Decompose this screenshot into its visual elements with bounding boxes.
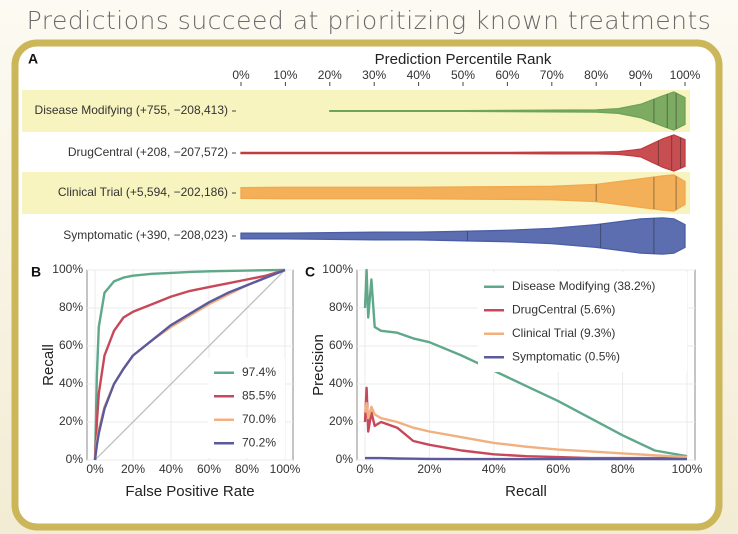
x-tick-label: 80% bbox=[584, 68, 608, 82]
curve bbox=[363, 401, 688, 459]
x-tick-label: 100% bbox=[672, 462, 703, 476]
x-tick-label: 0% bbox=[232, 68, 250, 82]
x-tick-label: 60% bbox=[495, 68, 519, 82]
y-tick-label: 20% bbox=[329, 414, 353, 428]
axis-title: Prediction Percentile Rank bbox=[375, 51, 552, 68]
x-axis-title: False Positive Rate bbox=[125, 483, 254, 500]
x-tick-label: 100% bbox=[270, 462, 301, 476]
legend-label: 70.0% bbox=[242, 412, 276, 426]
y-tick-label: 20% bbox=[59, 414, 83, 428]
curve bbox=[365, 456, 687, 461]
legend-label: DrugCentral (5.6%) bbox=[512, 302, 615, 316]
panel-letter: C bbox=[305, 264, 315, 280]
legend-label: 70.2% bbox=[242, 435, 276, 449]
x-tick-label: 100% bbox=[670, 68, 701, 82]
y-tick-label: 60% bbox=[329, 338, 353, 352]
x-tick-label: 40% bbox=[482, 462, 506, 476]
x-tick-label: 30% bbox=[362, 68, 386, 82]
legend-box bbox=[208, 358, 285, 458]
y-axis-title: Recall bbox=[40, 344, 57, 386]
y-tick-label: 40% bbox=[59, 376, 83, 390]
y-axis-title: Precision bbox=[310, 334, 327, 396]
violin bbox=[240, 174, 686, 212]
y-tick-label: 0% bbox=[336, 452, 354, 466]
violin bbox=[329, 91, 686, 131]
legend-label: Disease Modifying (38.2%) bbox=[512, 279, 655, 293]
legend-box bbox=[478, 272, 687, 372]
curve bbox=[93, 268, 286, 461]
violin bbox=[240, 217, 686, 255]
x-tick-label: 60% bbox=[197, 462, 221, 476]
y-tick-label: 40% bbox=[329, 376, 353, 390]
legend-label: Symptomatic (0.5%) bbox=[512, 349, 620, 363]
x-tick-label: 90% bbox=[629, 68, 653, 82]
y-tick-label: 0% bbox=[66, 452, 84, 466]
x-tick-label: 20% bbox=[121, 462, 145, 476]
diagonal bbox=[94, 269, 286, 461]
panel-letter: B bbox=[31, 264, 41, 280]
x-tick-label: 80% bbox=[611, 462, 635, 476]
x-tick-label: 80% bbox=[235, 462, 259, 476]
x-tick-label: 70% bbox=[540, 68, 564, 82]
y-tick-label: 100% bbox=[52, 262, 83, 276]
y-tick-label: 80% bbox=[329, 300, 353, 314]
y-tick-label: 60% bbox=[59, 338, 83, 352]
legend-label: 85.5% bbox=[242, 388, 276, 402]
x-tick-label: 20% bbox=[417, 462, 441, 476]
legend-label: Clinical Trial (9.3%) bbox=[512, 326, 615, 340]
row-label: Symptomatic (+390, −208,023) bbox=[63, 228, 228, 242]
row-label: Disease Modifying (+755, −208,413) bbox=[35, 103, 228, 117]
x-axis-title: Recall bbox=[505, 483, 547, 500]
x-tick-label: 40% bbox=[159, 462, 183, 476]
violin bbox=[240, 134, 686, 172]
curve bbox=[93, 268, 286, 461]
x-tick-label: 0% bbox=[356, 462, 374, 476]
curve bbox=[93, 268, 286, 461]
x-tick-label: 60% bbox=[546, 462, 570, 476]
curve bbox=[363, 268, 688, 458]
x-tick-label: 20% bbox=[318, 68, 342, 82]
y-tick-label: 100% bbox=[322, 262, 353, 276]
y-tick-label: 80% bbox=[59, 300, 83, 314]
slide-title: Predictions succeed at prioritizing know… bbox=[27, 6, 712, 35]
legend-label: 97.4% bbox=[242, 365, 276, 379]
x-tick-label: 10% bbox=[273, 68, 297, 82]
row-label: DrugCentral (+208, −207,572) bbox=[68, 145, 228, 159]
panel-letter: A bbox=[28, 51, 38, 67]
row-label: Clinical Trial (+5,594, −202,186) bbox=[58, 185, 228, 199]
x-tick-label: 0% bbox=[86, 462, 104, 476]
x-tick-label: 40% bbox=[407, 68, 431, 82]
x-tick-label: 50% bbox=[451, 68, 475, 82]
